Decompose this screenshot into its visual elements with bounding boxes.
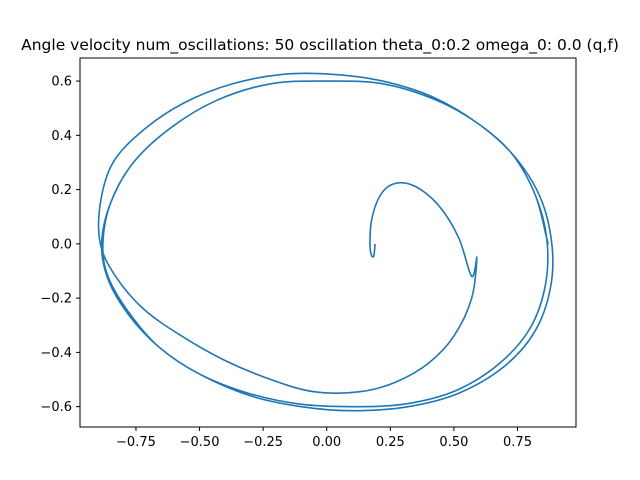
x-axis: −0.75 −0.50 −0.25 0.00 0.25 0.50 0.75 bbox=[116, 427, 532, 450]
series-line-0 bbox=[97, 72, 554, 412]
y-tick-label: −0.6 bbox=[40, 400, 72, 415]
chart-title: Angle velocity num_oscillations: 50 osci… bbox=[21, 36, 619, 55]
y-tick-label: −0.2 bbox=[40, 292, 72, 307]
y-tick-label: 0.4 bbox=[51, 129, 72, 144]
plot-area bbox=[79, 57, 577, 428]
x-tick-label: 0.50 bbox=[439, 435, 468, 450]
y-tick-label: 0.2 bbox=[51, 183, 72, 198]
x-tick-label: 0.00 bbox=[312, 435, 341, 450]
x-tick-label: −0.75 bbox=[116, 435, 156, 450]
y-tick-label: −0.4 bbox=[40, 346, 72, 361]
y-tick-label: 0.6 bbox=[51, 75, 72, 90]
y-tick-label: 0.0 bbox=[51, 237, 72, 252]
x-tick-label: −0.50 bbox=[180, 435, 220, 450]
series-layer bbox=[97, 72, 554, 412]
x-tick-label: −0.25 bbox=[243, 435, 283, 450]
x-tick-label: 0.75 bbox=[503, 435, 532, 450]
y-axis: −0.6 −0.4 −0.2 0.0 0.2 0.4 0.6 bbox=[40, 75, 80, 415]
x-tick-label: 0.25 bbox=[376, 435, 405, 450]
